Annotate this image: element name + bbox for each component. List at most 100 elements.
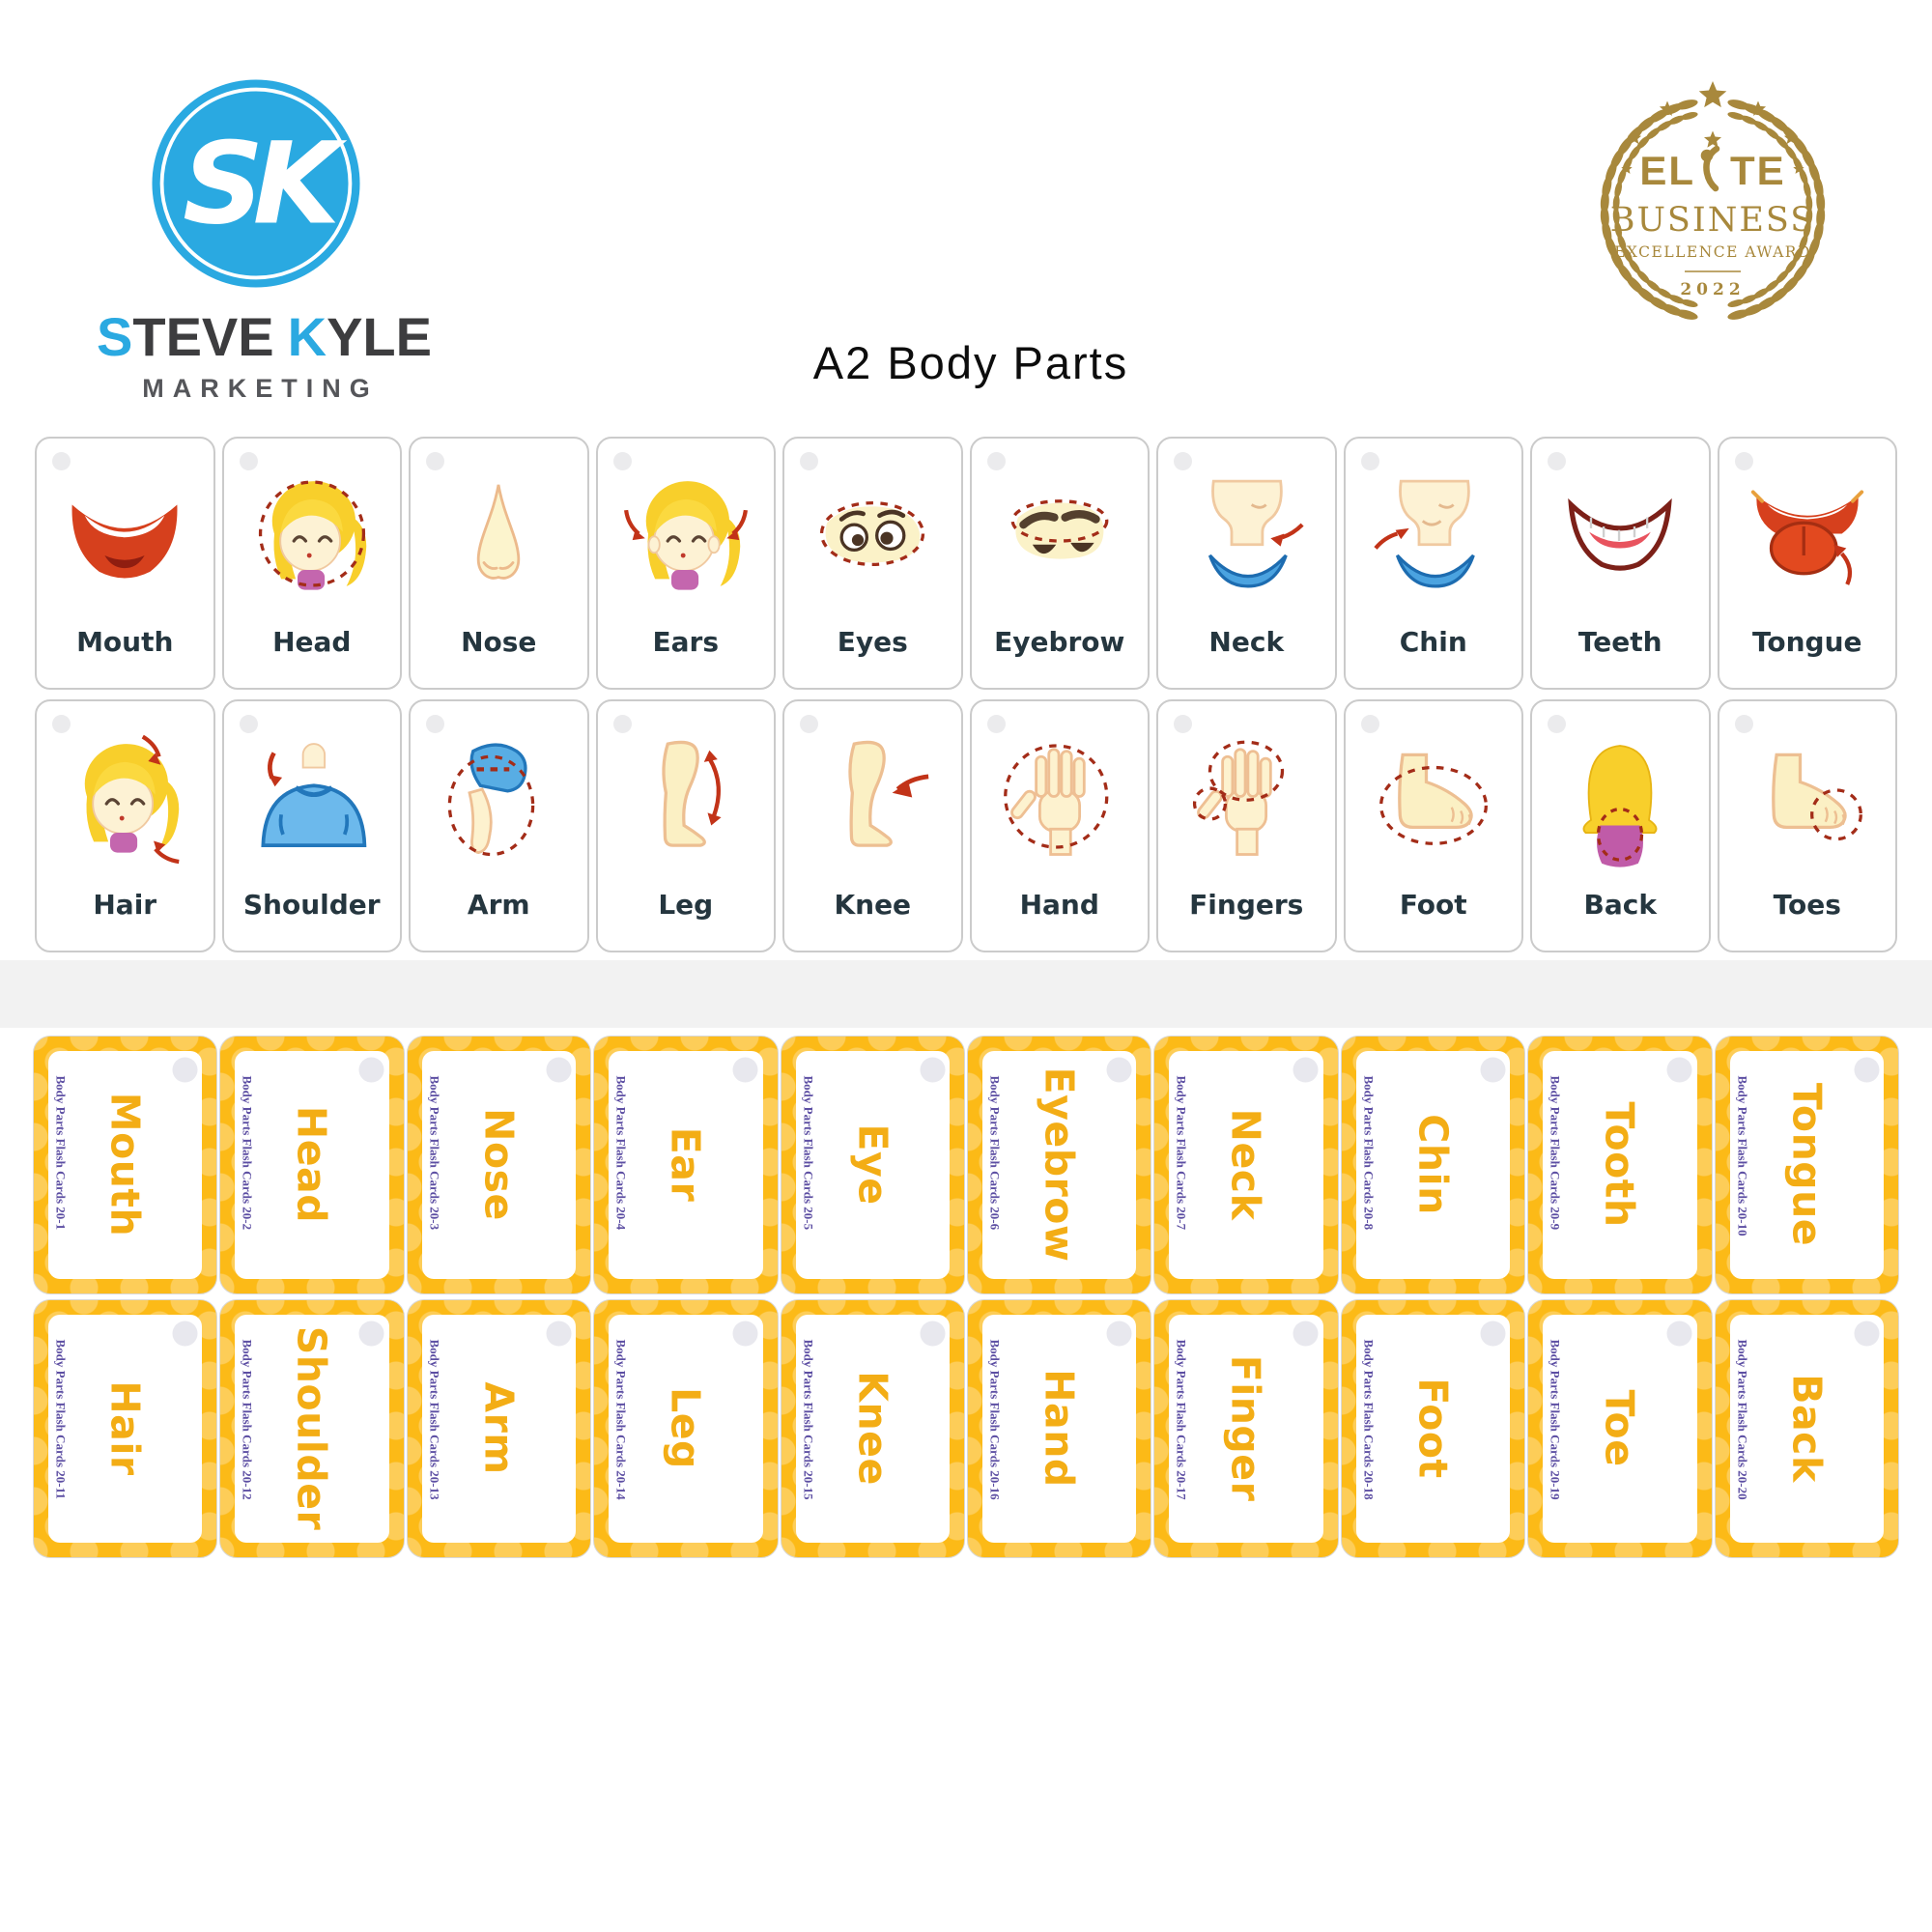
word-card-face: Nose Body Parts Flash Cards 20-3: [421, 1051, 577, 1279]
word-card-word: Eyebrow: [1036, 1066, 1083, 1263]
word-card-face: Eye Body Parts Flash Cards 20-5: [795, 1051, 950, 1279]
word-card-word: Chin: [1409, 1114, 1457, 1215]
punch-hole: [986, 715, 1006, 733]
punch-hole: [52, 715, 71, 733]
punch-hole: [52, 452, 71, 470]
word-card-footnote: Body Parts Flash Cards 20-10: [1735, 1075, 1750, 1236]
punch-hole: [546, 1057, 572, 1083]
elite-business-award-badge: EL TE BUSINESS EXCELLENCE AWARD 2022: [1573, 53, 1853, 333]
picture-card-label: Fingers: [1189, 889, 1304, 921]
hair-icon: [52, 721, 197, 887]
punch-hole: [1106, 1321, 1132, 1347]
word-card-tooth: Tooth Body Parts Flash Cards 20-9: [1527, 1036, 1713, 1294]
head-icon: [240, 458, 384, 624]
word-card-face: Head Body Parts Flash Cards 20-2: [235, 1051, 389, 1279]
picture-card-fingers: Fingers: [1156, 699, 1337, 952]
word-card-chin: Chin Body Parts Flash Cards 20-8: [1340, 1036, 1526, 1294]
picture-card-label: Tongue: [1751, 626, 1862, 658]
award-line3: EXCELLENCE AWARD: [1614, 243, 1811, 261]
word-card-hand: Hand Body Parts Flash Cards 20-16: [966, 1299, 1152, 1558]
punch-hole: [1548, 715, 1566, 733]
word-card-knee: Knee Body Parts Flash Cards 20-15: [780, 1299, 965, 1558]
brand-name: STEVE KYLE: [97, 305, 432, 368]
word-card-face: Finger Body Parts Flash Cards 20-17: [1169, 1315, 1323, 1543]
picture-card-label: Toes: [1773, 889, 1841, 921]
picture-card-teeth: Teeth: [1530, 437, 1711, 690]
word-card-footnote: Body Parts Flash Cards 20-11: [53, 1339, 69, 1499]
word-card-word: Shoulder: [289, 1325, 336, 1531]
word-card-arm: Arm Body Parts Flash Cards 20-13: [406, 1299, 592, 1558]
word-card-footnote: Body Parts Flash Cards 20-12: [240, 1339, 255, 1500]
fingers-icon: [1174, 721, 1319, 887]
word-card-face: Back Body Parts Flash Cards 20-20: [1729, 1315, 1884, 1543]
punch-hole: [239, 452, 258, 470]
word-card-footnote: Body Parts Flash Cards 20-7: [1174, 1075, 1189, 1231]
picture-card-label: Chin: [1399, 626, 1467, 658]
word-card-footnote: Body Parts Flash Cards 20-15: [801, 1339, 816, 1500]
punch-hole: [1480, 1057, 1506, 1083]
punch-hole: [1734, 715, 1753, 733]
hand-icon: [987, 721, 1132, 887]
word-card-ear: Ear Body Parts Flash Cards 20-4: [593, 1036, 779, 1294]
tongue-icon: [1735, 458, 1880, 624]
brand-name-rest-1: TEVE: [132, 306, 274, 367]
laurel-wreath-icon: EL TE BUSINESS EXCELLENCE AWARD 2022: [1600, 81, 1826, 320]
word-card-footnote: Body Parts Flash Cards 20-17: [1174, 1339, 1189, 1500]
punch-hole: [612, 715, 632, 733]
word-card-head: Head Body Parts Flash Cards 20-2: [219, 1036, 405, 1294]
picture-card-back: Back: [1530, 699, 1711, 952]
punch-hole: [732, 1321, 758, 1347]
brand-name-initial-1: S: [97, 306, 133, 367]
back-icon: [1548, 721, 1692, 887]
brand-name-rest-2: YLE: [327, 306, 432, 367]
foot-icon: [1361, 721, 1506, 887]
word-card-word: Tongue: [1783, 1082, 1831, 1247]
picture-card-nose: Nose: [409, 437, 589, 690]
picture-card-neck: Neck: [1156, 437, 1337, 690]
word-card-word: Head: [289, 1105, 336, 1224]
picture-card-label: Mouth: [76, 626, 174, 658]
punch-hole: [1360, 715, 1379, 733]
word-card-face: Hand Body Parts Flash Cards 20-16: [981, 1315, 1137, 1543]
page-title: A2 Body Parts: [812, 337, 1129, 388]
punch-hole: [1360, 452, 1379, 470]
picture-card-label: Eyes: [837, 626, 908, 658]
punch-hole: [1293, 1321, 1319, 1347]
punch-hole: [1666, 1057, 1692, 1083]
leg-icon: [613, 721, 758, 887]
award-line1-right: TE: [1730, 148, 1786, 193]
shoulder-icon: [240, 721, 384, 887]
word-card-footnote: Body Parts Flash Cards 20-18: [1361, 1339, 1377, 1500]
word-card-footnote: Body Parts Flash Cards 20-16: [987, 1339, 1003, 1500]
picture-card-label: Teeth: [1577, 626, 1662, 658]
word-card-footnote: Body Parts Flash Cards 20-9: [1548, 1075, 1563, 1231]
word-card-face: Foot Body Parts Flash Cards 20-18: [1355, 1315, 1511, 1543]
punch-hole: [1548, 452, 1566, 470]
word-card-toe: Toe Body Parts Flash Cards 20-19: [1527, 1299, 1713, 1558]
word-card-footnote: Body Parts Flash Cards 20-20: [1735, 1339, 1750, 1500]
word-card-face: Arm Body Parts Flash Cards 20-13: [421, 1315, 577, 1543]
word-card-footnote: Body Parts Flash Cards 20-3: [427, 1075, 442, 1231]
picture-card-label: Eyebrow: [994, 626, 1125, 658]
word-card-face: Shoulder Body Parts Flash Cards 20-12: [235, 1315, 389, 1543]
punch-hole: [800, 452, 818, 470]
word-card-word: Ear: [663, 1126, 710, 1203]
award-line2: BUSINESS: [1610, 201, 1816, 240]
picture-card-label: Head: [272, 626, 352, 658]
brand-name-initial-2: K: [287, 306, 327, 367]
word-card-eye: Eye Body Parts Flash Cards 20-5: [780, 1036, 965, 1294]
word-card-word: Back: [1783, 1374, 1831, 1483]
word-card-back: Back Body Parts Flash Cards 20-20: [1714, 1299, 1899, 1558]
word-card-footnote: Body Parts Flash Cards 20-14: [613, 1339, 629, 1500]
ears-icon: [613, 458, 758, 624]
picture-card-label: Hair: [93, 889, 157, 921]
punch-hole: [546, 1321, 572, 1347]
logo-monogram: SK: [183, 119, 348, 249]
word-card-nose: Nose Body Parts Flash Cards 20-3: [406, 1036, 592, 1294]
word-card-mouth: Mouth Body Parts Flash Cards 20-1: [33, 1036, 218, 1294]
knee-icon: [800, 721, 945, 887]
punch-hole: [920, 1321, 946, 1347]
punch-hole: [920, 1057, 946, 1083]
picture-card-leg: Leg: [595, 699, 776, 952]
punch-hole: [1174, 715, 1192, 733]
